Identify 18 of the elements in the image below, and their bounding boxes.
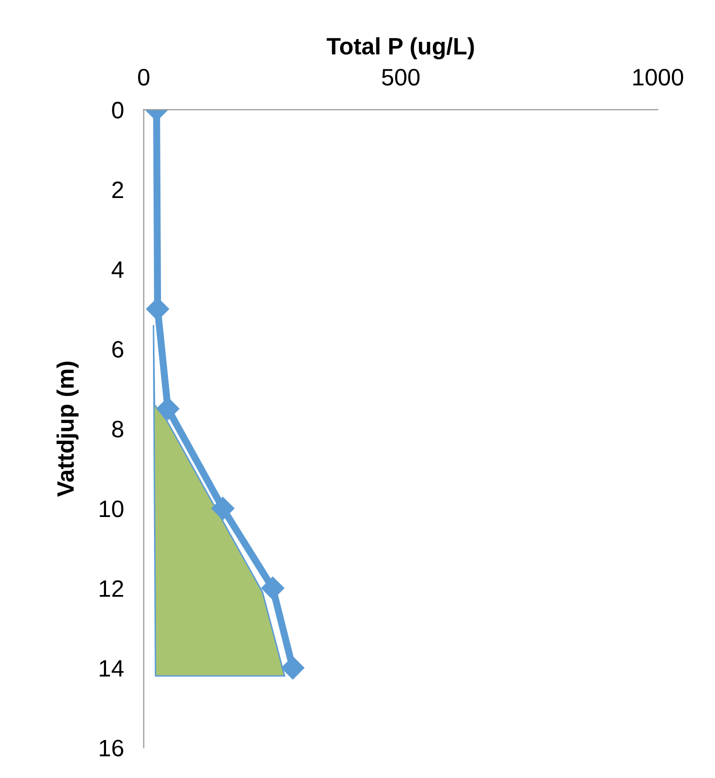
y-tick-label: 16 [100,740,124,756]
point [211,496,234,520]
point [261,576,284,600]
x-tick-label: 1000 [633,68,684,86]
y-tick-label: 0 [112,102,124,118]
x-tick-label: 500 [382,68,420,86]
y-axis-title: Vattdjup (m) [56,362,79,497]
x-axis-title: Total P (ug/L) [326,37,474,60]
point [281,656,304,680]
y-tick-label: 8 [112,420,124,438]
y-tick-label: 4 [112,262,124,278]
y-tick-label: 6 [112,341,124,358]
y-tick-label: 12 [100,580,124,597]
x-tick-label: 0 [138,68,150,86]
y-tick-label: 14 [100,660,124,676]
y-tick-label: 10 [100,500,124,518]
y-tick-label: 2 [112,182,124,198]
point [156,397,180,420]
